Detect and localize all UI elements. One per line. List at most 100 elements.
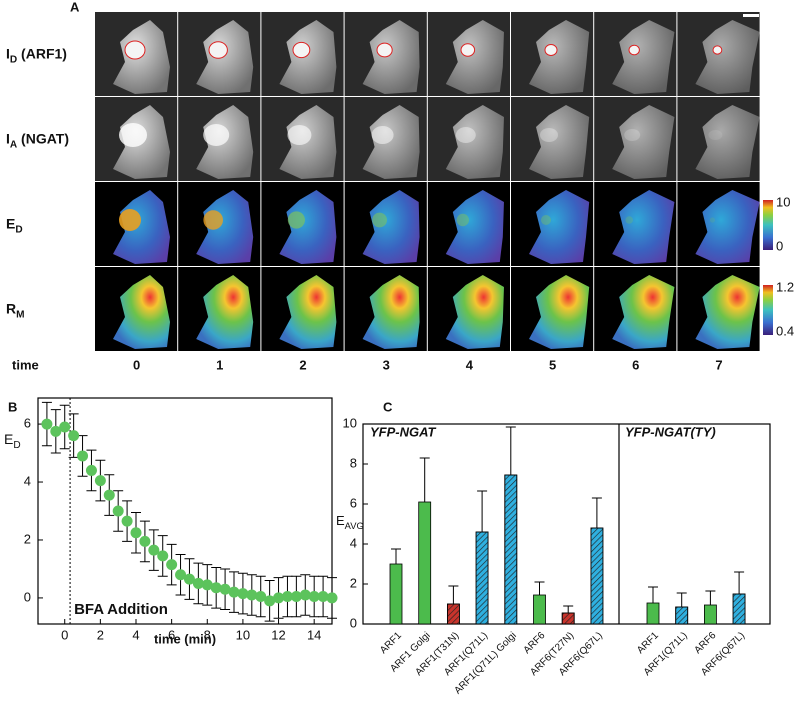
data-point [94,475,106,487]
data-point [68,430,80,442]
label: EAVG [336,513,364,531]
data-point [59,421,71,433]
data-point [246,589,258,601]
y-tick-label: 4 [350,535,357,550]
x-tick-label: 2 [97,627,104,642]
cell-image [612,275,675,349]
cell-image [695,275,760,349]
cell-image [695,190,760,264]
cell-image [362,275,420,349]
error-bar [391,548,401,564]
bar-hatch [446,603,460,625]
cell-image [695,105,760,179]
time-label: 2 [299,357,306,372]
x-tick-label: ARF6 [693,630,719,656]
bar-hatch [561,612,575,625]
y-tick-label: 0 [24,589,31,604]
roi-outline [544,44,558,56]
bar [646,602,660,625]
cell-image [695,20,760,94]
data-point [130,527,142,539]
cell-image [529,275,590,349]
cell-image [529,20,590,94]
x-tick-label: ARF1 [378,630,404,656]
y-tick-label: 4 [24,473,31,488]
error-bar [419,457,430,502]
hot-spot [119,209,141,231]
data-point [192,577,204,589]
bright-spot [708,130,723,140]
roi-outline [628,44,640,56]
cell-image [362,20,420,94]
hot-spot [709,217,716,223]
hot-spot [203,210,223,230]
bar [533,594,546,625]
x-tick-label: 10 [236,627,250,642]
cell-image [279,275,337,349]
data-point [121,515,133,527]
bar-hatch [732,593,746,625]
hot-spot [625,216,633,224]
x-tick-label: 0 [61,627,68,642]
time-label: 7 [715,357,722,372]
time-title: time [12,357,39,372]
x-tick-label: 8 [204,627,211,642]
annotation: BFA Addition [74,601,168,618]
y-tick-label: 2 [350,575,357,590]
group-title: YFP-NGAT [370,424,437,439]
scale-bar [743,14,759,17]
label-sub: A [10,139,18,150]
cell-image [362,190,420,264]
data-point [201,579,213,591]
label: IA (NGAT) [6,130,69,150]
roi-outline [712,45,723,55]
cell-image [612,105,675,179]
bright-spot [371,126,394,144]
roi-outline [124,40,146,60]
cell-image [445,190,504,264]
bar [704,604,717,625]
data-point [326,592,338,604]
y-tick-label: 8 [350,455,357,470]
label-main: E [4,431,13,447]
label-sub: AVG [345,521,364,531]
y-tick-label: 10 [343,415,357,430]
error-bar [448,585,459,604]
data-point [112,505,124,517]
x-tick-label: 14 [307,627,321,642]
data-point [290,590,302,602]
y-tick-label: 6 [350,495,357,510]
bright-spot [287,125,312,145]
data-point [41,418,53,430]
time-label: 3 [383,357,390,372]
time-label: 1 [216,357,223,372]
cell-image [445,275,504,349]
cell-image [612,20,675,94]
error-bar [477,490,488,532]
label-main: E [6,215,15,231]
data-point [210,582,222,594]
cell-image [113,275,170,349]
bright-spot [455,127,476,143]
data-point [264,595,276,607]
y-tick-label: 2 [24,531,31,546]
data-point [77,450,89,462]
label-sub: D [15,224,22,235]
label-main: E [336,513,345,528]
label: RM [6,300,25,320]
time-label: 5 [549,357,556,372]
bar-hatch [590,527,604,625]
roi-outline [292,41,311,59]
roi-outline [460,43,476,57]
bright-spot [203,124,230,146]
x-tick-label: 12 [271,627,285,642]
panel-label: A [70,0,80,14]
data-point [166,559,178,571]
data-point [85,464,97,476]
y-tick-label: 0 [350,615,357,630]
label-rest: (NGAT) [17,130,69,146]
x-tick-label: ARF6 [522,630,548,656]
label-main: I [6,45,10,61]
cell-image [196,20,254,94]
